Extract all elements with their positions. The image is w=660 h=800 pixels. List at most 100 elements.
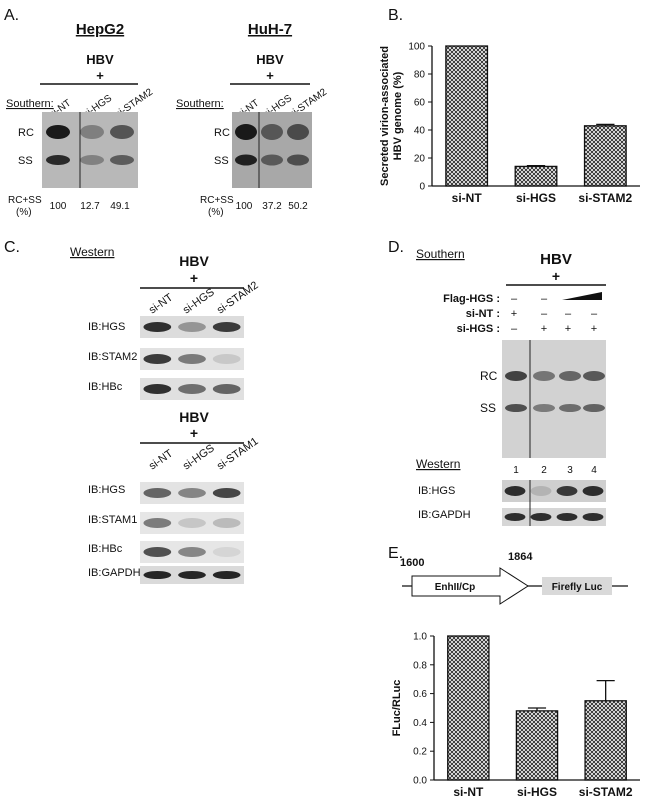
huh7-quant-value: 100 (236, 201, 253, 212)
y-tick-label: 0.0 (413, 776, 427, 787)
ss-band (583, 404, 605, 412)
panel-a-huh7-blot: HuH-7 HBV + Southern: si-NT si-HGS si-ST… (176, 21, 329, 218)
panel-c-assay-label: Western (70, 245, 114, 259)
d-southern-gel-background (502, 340, 606, 458)
d-cell: – (511, 323, 518, 335)
rc-band (80, 125, 104, 139)
y-axis-title: Secreted virion-associated (379, 46, 391, 186)
rc-band (261, 124, 283, 140)
hepg2-band-label-ss: SS (18, 155, 33, 167)
hepg2-title: HepG2 (76, 21, 124, 38)
y-tick-label: 0.2 (413, 747, 427, 758)
hepg2-plus: + (96, 68, 104, 83)
c1-lane-label: si-HGS (181, 286, 217, 316)
d-lane-number: 4 (591, 465, 597, 476)
western-band (178, 384, 206, 394)
western-band (530, 512, 552, 522)
western-band (582, 512, 604, 522)
d-lane-number: 1 (513, 465, 519, 476)
d-plus: + (552, 268, 560, 284)
d-lane-number: 2 (541, 465, 547, 476)
c1-lane-label: si-NT (147, 291, 176, 316)
e-reporter-construct: 1600 1864 EnhII/Cp Firefly Luc (400, 551, 628, 605)
c1-western-strips (140, 316, 244, 400)
huh7-band-label-rc: RC (214, 127, 230, 139)
western-band (212, 384, 241, 394)
rc-band (287, 124, 309, 140)
bar (447, 635, 490, 781)
huh7-quant-label: RC+SS (200, 195, 234, 206)
y-tick-label: 60 (414, 98, 426, 109)
reporter-label: Firefly Luc (552, 582, 603, 593)
c1-row-label: IB:STAM2 (88, 351, 137, 363)
d-row-label: Flag-HGS : (443, 293, 500, 305)
y-tick-label: 1.0 (413, 632, 427, 643)
rc-band (46, 125, 70, 139)
d-western-label: Western (416, 457, 460, 471)
western-band (143, 354, 172, 364)
ss-band (287, 154, 309, 166)
hepg2-quant-label: RC+SS (8, 195, 42, 206)
panel-label-b: B. (388, 7, 403, 24)
bar (514, 165, 558, 187)
d-cell: + (511, 308, 517, 320)
huh7-quant-value: 50.2 (288, 201, 308, 212)
y-tick-label: 40 (414, 126, 426, 137)
promoter-label: EnhII/Cp (435, 582, 476, 593)
western-band (178, 518, 206, 528)
hepg2-quant-value: 49.1 (110, 201, 130, 212)
western-band (504, 512, 526, 522)
flag-hgs-dose-wedge (562, 292, 602, 300)
rc-band (533, 371, 555, 381)
rc-band (583, 371, 605, 381)
western-band (212, 547, 241, 557)
western-band (178, 547, 206, 557)
hepg2-bands (46, 125, 134, 165)
western-band (504, 486, 526, 496)
western-band (212, 354, 241, 364)
c2-lane-label: si-STAM1 (215, 435, 261, 472)
c1-row-label: IB:HGS (88, 321, 125, 333)
huh7-bands (235, 124, 309, 166)
western-band (178, 354, 206, 364)
western-band (178, 570, 206, 580)
construct-end: 1864 (508, 551, 533, 563)
y-tick-label: 0.8 (413, 660, 427, 671)
chart-b: 0 20 40 60 80 100 si-NT si-HGS si-STAM2 Secreted … (379, 42, 640, 205)
bar (445, 45, 489, 187)
panel-c-block-1: HBV + si-NT si-HGS si-STAM2 IB:HGS IB:ST… (88, 253, 261, 400)
ss-band (533, 404, 555, 412)
ss-band (46, 155, 70, 165)
x-category-label: si-HGS (516, 191, 556, 205)
y-tick-label: 0.6 (413, 689, 427, 700)
western-band (212, 322, 241, 332)
d-western-row-label: IB:GAPDH (418, 509, 471, 521)
ss-band (235, 154, 257, 166)
c2-lane-label: si-NT (147, 447, 176, 472)
d-row-label: si-HGS : (457, 323, 500, 335)
huh7-plus: + (266, 68, 274, 83)
western-band (582, 486, 604, 496)
d-cell: – (541, 293, 548, 305)
panel-c-block-2: HBV + si-NT si-HGS si-STAM1 IB:HGS IB:ST… (88, 409, 261, 584)
western-strip (140, 316, 244, 338)
hepg2-gel-background (42, 112, 138, 188)
rc-band (559, 371, 581, 381)
c2-western-strips (140, 482, 244, 584)
c1-lane-label: si-STAM2 (215, 279, 261, 316)
c1-plus: + (190, 270, 198, 286)
rc-band (505, 371, 527, 381)
bar (515, 710, 559, 781)
d-cell: + (565, 323, 571, 335)
western-band (143, 322, 172, 332)
d-southern-bands (505, 371, 605, 412)
western-band (143, 518, 172, 528)
d-cell: – (591, 308, 598, 320)
hepg2-quant-unit: (%) (16, 207, 32, 218)
western-band (212, 488, 241, 498)
western-strip (140, 512, 244, 534)
hepg2-condition: HBV (86, 52, 114, 67)
y-tick-label: 20 (414, 154, 426, 165)
d-cell: + (541, 323, 547, 335)
